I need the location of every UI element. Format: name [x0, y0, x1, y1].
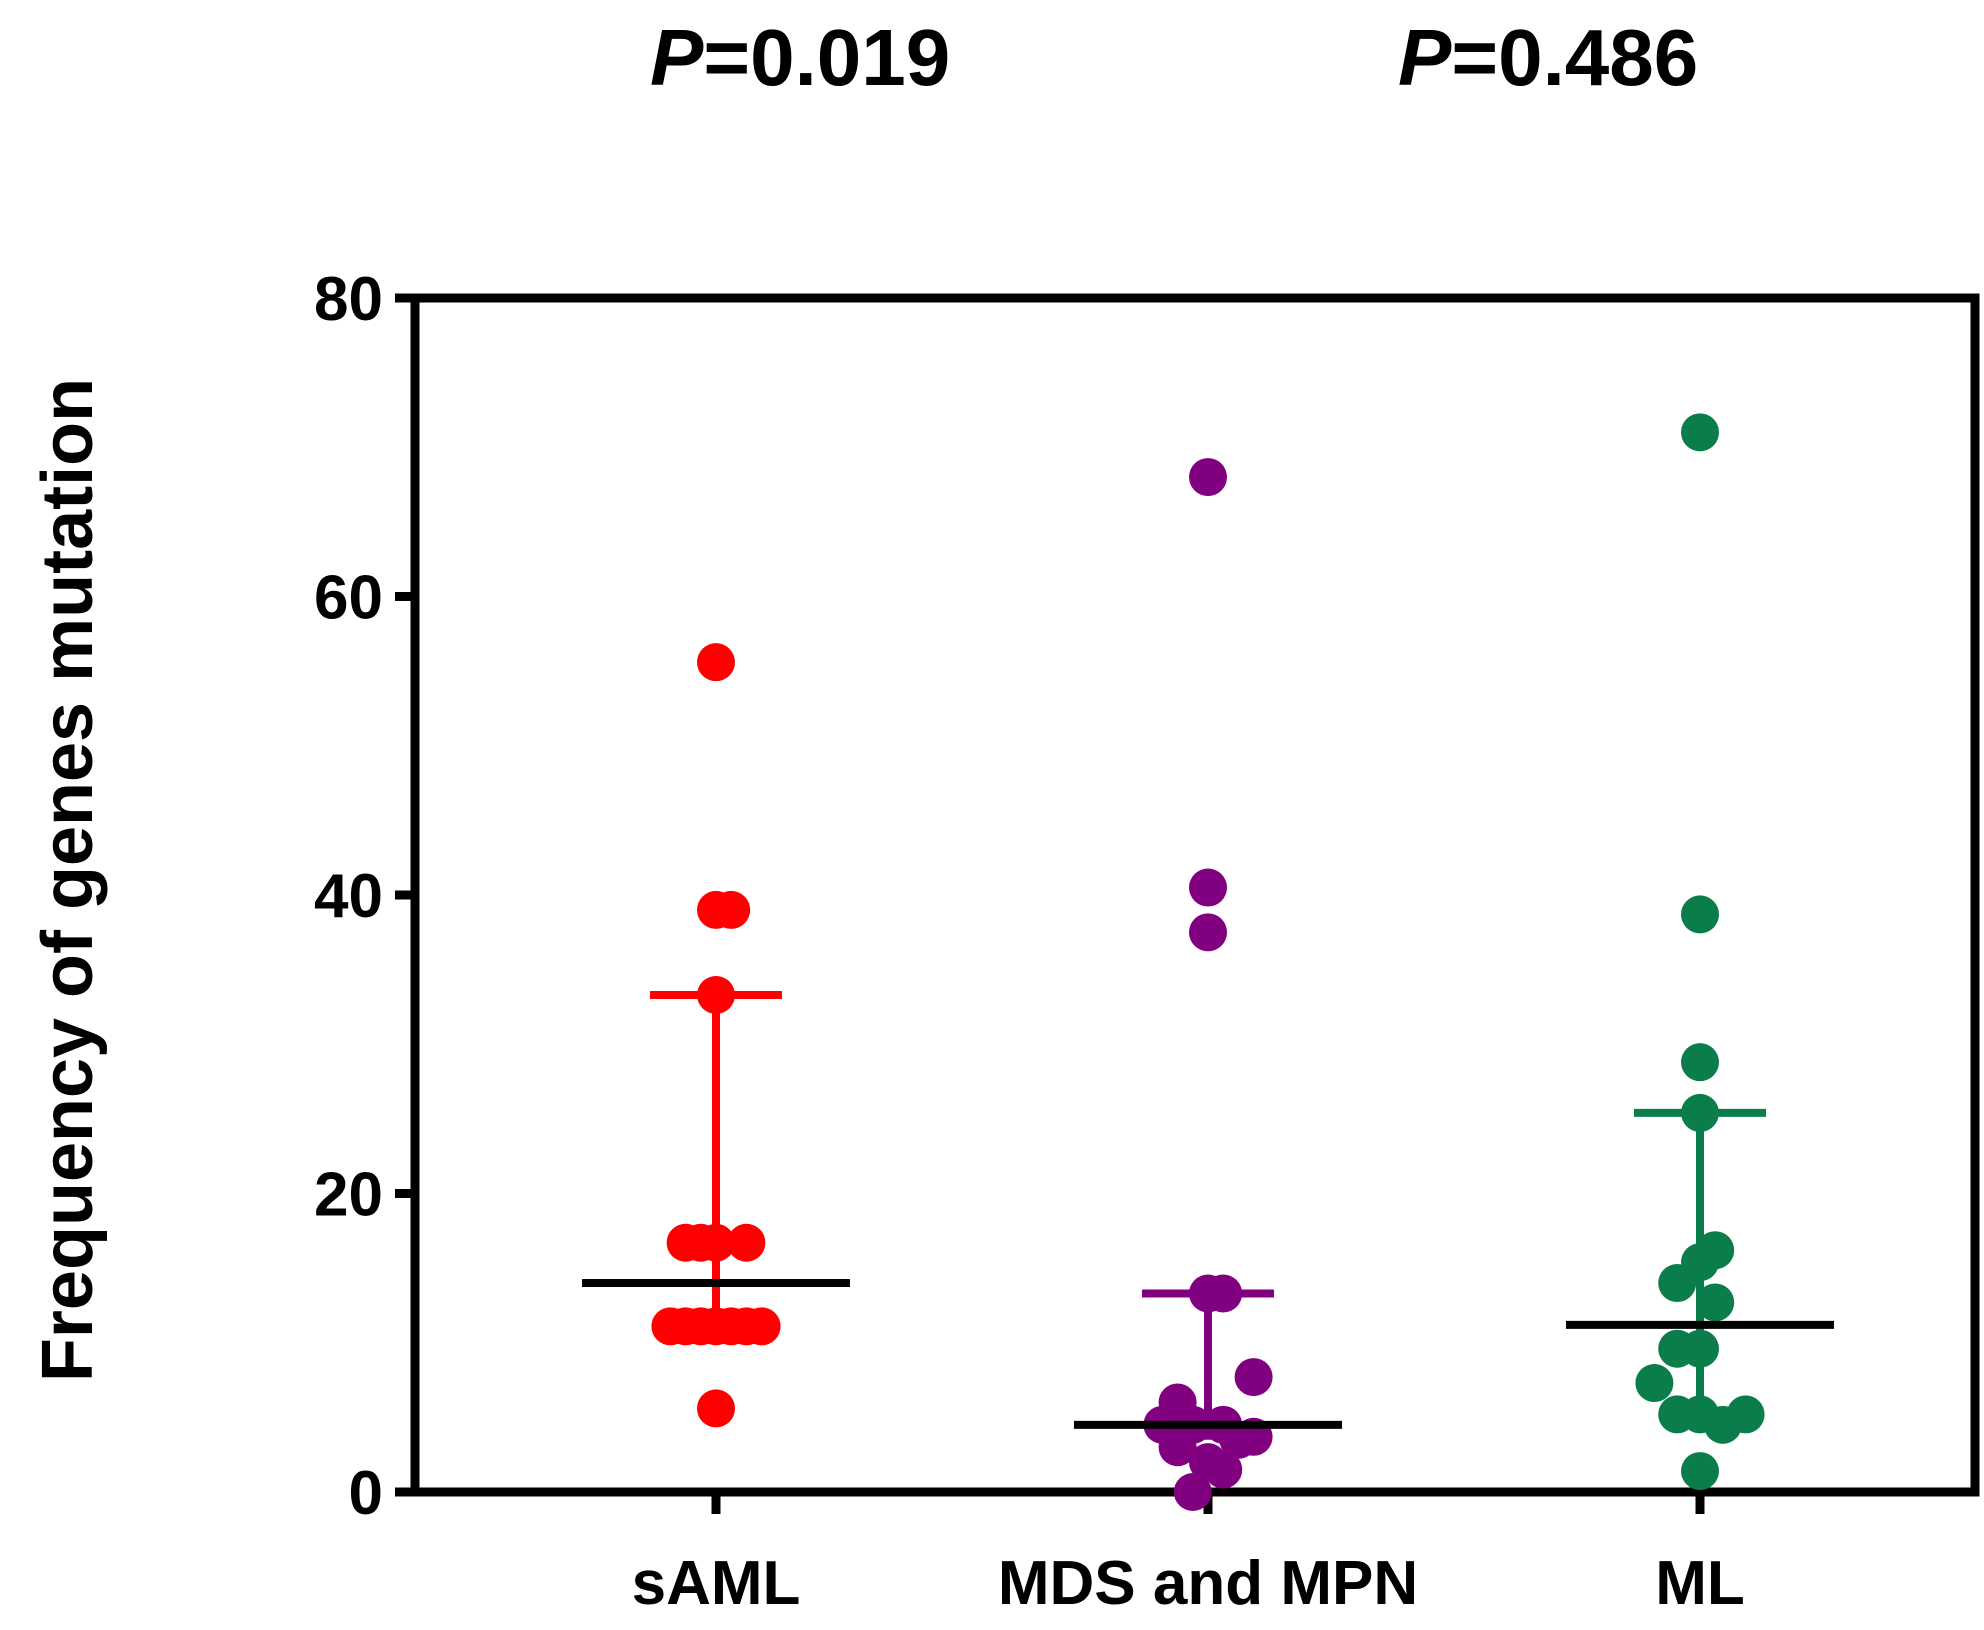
data-point [1681, 895, 1719, 934]
data-point [697, 643, 735, 682]
data-point [1635, 1364, 1674, 1403]
data-point [1219, 1420, 1258, 1459]
data-point [742, 1307, 781, 1346]
data-point [1696, 1283, 1735, 1322]
data-point [1204, 1450, 1243, 1489]
data-point [1234, 1358, 1273, 1397]
annotation-layer: P=0.019 P=0.486 [650, 13, 1698, 102]
data-point [1703, 1405, 1742, 1444]
data-point [727, 1223, 766, 1262]
data-point [1189, 913, 1227, 952]
y-tick-label: 20 [314, 1161, 383, 1230]
y-tick-label: 0 [349, 1459, 383, 1528]
data-point [1681, 1452, 1719, 1491]
data-point [1204, 1274, 1243, 1313]
y-tick-label: 40 [314, 862, 383, 931]
plot-area: 0 20 40 60 80 sAML MDS and MPN ML [314, 265, 1980, 1618]
y-tick-label: 80 [314, 265, 383, 334]
data-point [697, 1223, 735, 1262]
data-point [1681, 413, 1719, 452]
data-point [1173, 1473, 1212, 1511]
data-point [697, 1389, 735, 1428]
data-point [1681, 1093, 1719, 1132]
y-axis-title: Frequency of genes mutation [28, 378, 108, 1382]
data-point [1681, 1043, 1719, 1082]
data-point [1158, 1428, 1197, 1467]
y-tick-label: 60 [314, 564, 383, 633]
data-point [712, 890, 751, 929]
data-point [1189, 868, 1227, 907]
x-category-label: sAML [632, 1549, 801, 1618]
x-category-label: MDS and MPN [998, 1549, 1418, 1618]
data-point [1681, 1329, 1719, 1368]
p-value-annotation-2: P=0.486 [1398, 13, 1698, 102]
data-point [1189, 458, 1227, 497]
x-category-label: ML [1655, 1549, 1745, 1618]
data-point [1658, 1264, 1697, 1303]
p-value-annotation-1: P=0.019 [650, 13, 950, 102]
data-point [697, 975, 735, 1014]
